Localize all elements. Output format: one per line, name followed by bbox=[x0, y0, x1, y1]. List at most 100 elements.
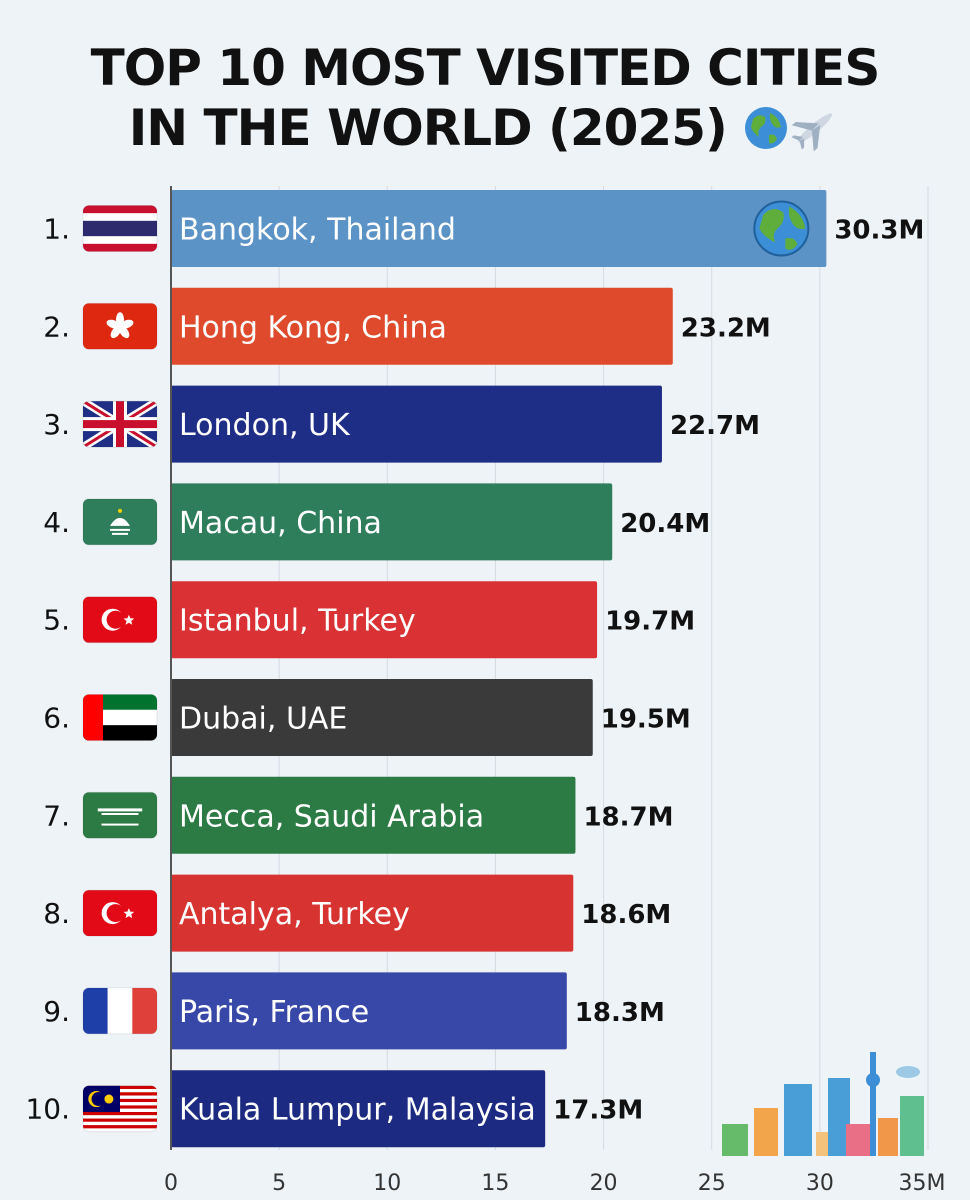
title-line-2: IN THE WORLD (2025) bbox=[0, 98, 970, 158]
flag-part bbox=[83, 1121, 157, 1126]
bar bbox=[171, 287, 673, 365]
flag-turkey-icon bbox=[82, 596, 158, 644]
bar bbox=[171, 874, 574, 952]
bar-category-label: Paris, France bbox=[179, 995, 369, 1030]
flag-part bbox=[83, 220, 157, 237]
flag-border bbox=[82, 791, 158, 839]
bar bbox=[171, 776, 576, 854]
bar-row: 4. Macau, China 20.4M bbox=[43, 483, 710, 561]
bar-value-label: 19.7M bbox=[605, 607, 695, 637]
flag-turkey-icon bbox=[82, 889, 158, 937]
flag-malaysia-icon bbox=[82, 1085, 158, 1133]
flag-part bbox=[123, 908, 135, 919]
x-tick-label: 10 bbox=[373, 1171, 401, 1196]
rank-label: 6. bbox=[43, 702, 70, 735]
rank-label: 7. bbox=[43, 799, 70, 832]
bar bbox=[171, 581, 598, 659]
bar-category-label: Antalya, Turkey bbox=[179, 897, 410, 932]
bar bbox=[171, 190, 827, 267]
flag-border bbox=[82, 889, 158, 937]
flag-part bbox=[91, 1092, 106, 1107]
rank-label: 4. bbox=[43, 506, 70, 539]
bar-row: 1. Bangkok, Thailand 30.3M bbox=[43, 190, 924, 267]
globe-part bbox=[759, 208, 784, 243]
bar-row: 5. Istanbul, Turkey 19.7M bbox=[43, 581, 695, 659]
flag-macau-icon bbox=[82, 498, 158, 546]
bar-value-label: 18.3M bbox=[575, 998, 665, 1028]
flag-body bbox=[83, 890, 157, 937]
flag-body bbox=[83, 792, 157, 839]
bar-category-label: Istanbul, Turkey bbox=[179, 604, 416, 639]
bar-row: 6. Dubai, UAE 19.5M bbox=[43, 679, 691, 756]
flag-body bbox=[83, 987, 157, 1034]
flag-part bbox=[83, 1118, 157, 1122]
flag-part bbox=[83, 694, 103, 741]
flag-part bbox=[101, 813, 139, 815]
flag-part bbox=[97, 808, 143, 812]
flag-part bbox=[83, 792, 157, 839]
bar-category-label: Macau, China bbox=[179, 506, 382, 541]
x-tick-label: 35M bbox=[899, 1171, 946, 1196]
flag-body bbox=[83, 303, 157, 350]
bar-category-label: Mecca, Saudi Arabia bbox=[179, 799, 484, 834]
rank-label: 3. bbox=[43, 408, 70, 441]
flag-uae-icon bbox=[82, 694, 158, 741]
bar bbox=[171, 972, 567, 1050]
flag-body bbox=[83, 498, 157, 545]
flag-part bbox=[83, 987, 108, 1034]
globe-part bbox=[753, 200, 810, 257]
bar-value-label: 18.7M bbox=[583, 802, 673, 832]
flag-part bbox=[118, 325, 130, 339]
bar-row: 8. Antalya, Turkey 18.6M bbox=[43, 874, 671, 952]
bar bbox=[171, 1070, 546, 1148]
bar-category-label: London, UK bbox=[179, 408, 351, 443]
flag-thailand-icon bbox=[82, 205, 158, 252]
bar-category-label: Kuala Lumpur, Malaysia bbox=[179, 1093, 536, 1128]
flag-uk-icon bbox=[82, 400, 158, 448]
flag-body bbox=[83, 596, 157, 643]
flag-border bbox=[82, 205, 158, 252]
x-tick-label: 15 bbox=[481, 1171, 509, 1196]
x-tick-label: 25 bbox=[698, 1171, 726, 1196]
rank-label: 10. bbox=[25, 1093, 70, 1126]
bar-value-label: 30.3M bbox=[834, 216, 924, 246]
bar-row: 9. Paris, France 18.3M bbox=[43, 972, 665, 1050]
bar-value-label: 20.4M bbox=[620, 509, 710, 539]
flag-body bbox=[83, 694, 157, 741]
flag-part bbox=[132, 987, 157, 1034]
flag-part bbox=[106, 610, 125, 629]
flag-body bbox=[83, 1085, 157, 1132]
flag-france-icon bbox=[82, 987, 158, 1035]
bar-value-label: 22.7M bbox=[670, 411, 760, 441]
bar-value-label: 17.3M bbox=[553, 1096, 643, 1126]
bar-value-label: 23.2M bbox=[681, 313, 771, 343]
bar-row: 2. Hong Kong, China 23.2M bbox=[43, 287, 771, 365]
bar-row: 3. London, UK 22.7M bbox=[43, 385, 760, 463]
airplane-icon bbox=[791, 113, 833, 152]
flag-part bbox=[83, 1125, 157, 1129]
skyline-icon bbox=[722, 1052, 924, 1156]
flag-body bbox=[83, 401, 157, 448]
bar-category-label: Hong Kong, China bbox=[179, 310, 447, 345]
flag-part bbox=[107, 987, 133, 1034]
flag-part bbox=[83, 1115, 157, 1119]
rank-label: 9. bbox=[43, 995, 70, 1028]
rank-label: 1. bbox=[43, 213, 70, 246]
flag-part bbox=[112, 532, 128, 535]
flag-saudi-arabia-icon bbox=[82, 791, 158, 839]
globe-part bbox=[788, 206, 806, 229]
flag-part bbox=[83, 1128, 157, 1132]
flag-part bbox=[123, 614, 135, 625]
flag-border bbox=[82, 987, 158, 1035]
flag-border bbox=[82, 694, 158, 741]
bar-category-label: Bangkok, Thailand bbox=[179, 213, 456, 248]
globe-icon bbox=[753, 200, 810, 257]
flag-part bbox=[110, 325, 122, 339]
title-line-2-text: IN THE WORLD (2025) bbox=[128, 99, 728, 157]
x-axis: 0 5 10 15 20 25 30 35M bbox=[164, 186, 945, 1196]
x-tick-label: 30 bbox=[806, 1171, 834, 1196]
flag-part bbox=[106, 319, 121, 329]
rank-label: 8. bbox=[43, 897, 70, 930]
globe-icon bbox=[745, 107, 788, 149]
